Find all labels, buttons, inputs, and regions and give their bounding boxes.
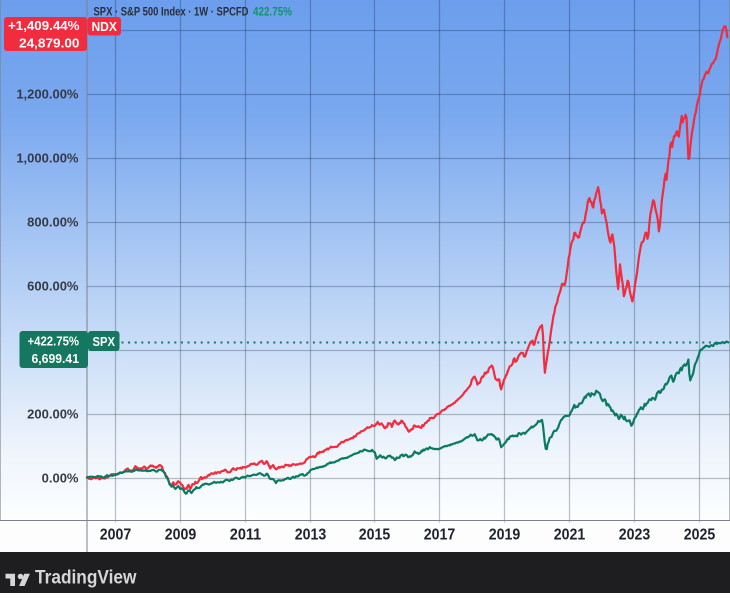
svg-text:NDX: NDX (91, 19, 117, 34)
svg-text:2007: 2007 (100, 527, 132, 544)
svg-text:1,000.00%: 1,000.00% (16, 151, 79, 166)
svg-text:200.00%: 200.00% (27, 407, 79, 422)
svg-text:2023: 2023 (619, 527, 651, 544)
svg-text:422.75%: 422.75% (253, 4, 292, 18)
svg-text:2011: 2011 (230, 527, 262, 544)
svg-text:SPX · S&P 500 Index · 1W · SPC: SPX · S&P 500 Index · 1W · SPCFD (94, 4, 249, 18)
svg-text:2009: 2009 (165, 527, 197, 544)
svg-text:600.00%: 600.00% (27, 279, 79, 294)
svg-text:2025: 2025 (684, 527, 716, 544)
svg-text:2017: 2017 (424, 527, 456, 544)
svg-text:SPX: SPX (92, 334, 115, 349)
svg-text:+1,409.44%: +1,409.44% (8, 19, 80, 33)
svg-text:2015: 2015 (359, 527, 391, 544)
svg-text:24,879.00: 24,879.00 (19, 36, 80, 50)
svg-text:0.00%: 0.00% (42, 471, 79, 486)
svg-text:2013: 2013 (295, 527, 327, 544)
svg-text:2019: 2019 (489, 527, 521, 544)
svg-text:1,200.00%: 1,200.00% (16, 87, 79, 102)
svg-text:800.00%: 800.00% (27, 215, 79, 230)
svg-text:2021: 2021 (554, 527, 586, 544)
svg-text:+422.75%: +422.75% (28, 334, 80, 348)
svg-text:6,699.41: 6,699.41 (32, 352, 80, 366)
svg-text:TradingView: TradingView (35, 567, 137, 589)
